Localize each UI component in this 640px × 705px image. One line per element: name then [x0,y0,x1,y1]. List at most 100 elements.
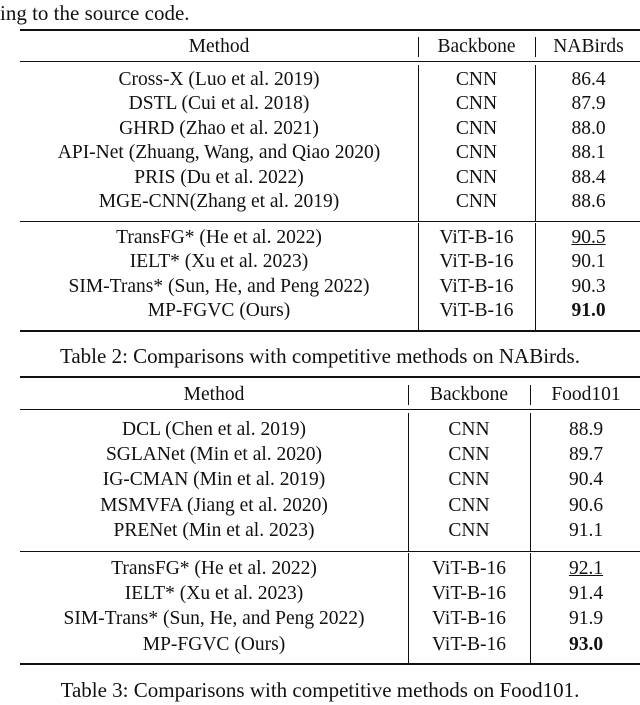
backbone-cell: CNN [455,69,498,90]
table-row: MP-FGVC (Ours) ViT-B-16 93.0 [20,633,640,657]
accuracy-cell: 88.1 [571,142,606,164]
header-row: Method Backbone NABirds [20,35,640,59]
backbone-cell: CNN [448,519,490,541]
method-cell: IELT* (Xu et al. 2023) [129,251,309,273]
accuracy-cell: 91.1 [568,519,604,541]
backbone-cell: Backbone [437,36,516,57]
method-cell: DSTL (Cui et al. 2018) [128,93,310,115]
top-rule [20,376,640,378]
method-cell: TransFG* (He et al. 2022) [116,227,322,248]
method-cell: SGLANet (Min et al. 2020) [105,444,323,466]
table-row: SIM-Trans* (Sun, He, and Peng 2022) ViT-B… [20,275,640,299]
table-row: DSTL (Cui et al. 2018) CNN 87.9 [20,92,640,116]
method-cell: Method [188,36,250,57]
accuracy-cell: 90.1 [571,251,606,273]
accuracy-cell: 90.5 [571,227,606,248]
table-caption: Table 3: Comparisons with competitive me… [60,678,580,702]
accuracy-cell: Food101 [551,384,621,405]
method-cell: DCL (Chen et al. 2019) [122,419,306,440]
column-separator [530,385,531,405]
table-row: IG-CMAN (Min et al. 2019) CNN 90.4 [20,468,640,492]
method-cell: MSMVFA (Jiang et al. 2020) [100,494,328,516]
table-row: SGLANet (Min et al. 2020) CNN 89.7 [20,443,640,467]
backbone-cell: ViT-B-16 [432,633,506,655]
method-cell: IELT* (Xu et al. 2023) [124,583,304,605]
accuracy-cell: 88.6 [571,191,606,212]
column-separator [535,65,536,221]
column-separator [535,37,536,57]
method-cell: MGE-CNN(Zhang et al. 2019) [98,191,340,212]
accuracy-cell: 88.9 [568,419,604,440]
table-row: TransFG* (He et al. 2022) ViT-B-16 90.5 [20,226,640,250]
table-row: MSMVFA (Jiang et al. 2020) CNN 90.6 [20,494,640,518]
table-row: DCL (Chen et al. 2019) CNN 88.9 [20,418,640,442]
bottom-rule [20,330,640,332]
backbone-cell: CNN [448,419,490,440]
accuracy-cell: 92.1 [568,558,604,579]
accuracy-cell: 91.9 [568,608,604,630]
accuracy-cell: 88.0 [571,117,606,139]
backbone-cell: ViT-B-16 [439,300,514,322]
accuracy-cell: 91.0 [571,300,606,322]
column-separator [418,65,419,221]
method-cell: MP-FGVC (Ours) [147,300,291,322]
table-row: MGE-CNN(Zhang et al. 2019) CNN 88.6 [20,190,640,214]
method-cell: API-Net (Zhuang, Wang, and Qiao 2020) [57,142,381,164]
accuracy-cell: NABirds [553,36,624,57]
backbone-cell: CNN [455,93,498,115]
method-cell: SIM-Trans* (Sun, He, and Peng 2022) [68,275,370,297]
accuracy-cell: 90.4 [568,469,604,491]
group-rule [20,221,640,223]
column-separator [418,37,419,57]
method-cell: PRIS (Du et al. 2022) [134,166,304,188]
backbone-cell: CNN [448,469,490,491]
header-rule [20,409,640,411]
accuracy-cell: 86.4 [571,69,606,90]
backbone-cell: ViT-B-16 [432,608,506,630]
method-cell: MP-FGVC (Ours) [142,633,286,655]
backbone-cell: CNN [455,142,498,164]
table-row: SIM-Trans* (Sun, He, and Peng 2022) ViT-B… [20,607,640,631]
backbone-cell: Backbone [430,384,508,405]
top-rule [20,29,640,31]
accuracy-cell: 93.0 [568,633,604,655]
table-row: IELT* (Xu et al. 2023) ViT-B-16 90.1 [20,250,640,274]
backbone-cell: ViT-B-16 [439,227,514,248]
backbone-cell: ViT-B-16 [439,251,514,273]
bottom-rule [20,663,640,665]
table-row: TransFG* (He et al. 2022) ViT-B-16 92.1 [20,557,640,581]
column-separator [530,413,531,551]
column-separator [408,413,409,551]
method-cell: GHRD (Zhao et al. 2021) [119,117,319,139]
column-separator [408,385,409,405]
backbone-cell: CNN [455,117,498,139]
backbone-cell: ViT-B-16 [432,558,506,579]
table-row: IELT* (Xu et al. 2023) ViT-B-16 91.4 [20,582,640,606]
method-cell: Method [183,384,245,405]
method-cell: SIM-Trans* (Sun, He, and Peng 2022) [63,608,365,630]
method-cell: TransFG* (He et al. 2022) [111,558,317,579]
backbone-cell: ViT-B-16 [432,583,506,605]
backbone-cell: CNN [455,191,498,212]
lead-text: ing to the source code. [0,1,190,25]
column-separator [408,553,409,663]
header-rule [20,61,640,63]
table-row: Cross-X (Luo et al. 2019) CNN 86.4 [20,68,640,92]
column-separator [530,553,531,663]
table-row: PRENet (Min et al. 2023) CNN 91.1 [20,519,640,543]
column-separator [535,223,536,330]
backbone-cell: CNN [448,444,490,466]
accuracy-cell: 87.9 [571,93,606,115]
method-cell: IG-CMAN (Min et al. 2019) [102,469,326,491]
accuracy-cell: 89.7 [568,444,604,466]
backbone-cell: CNN [455,166,498,188]
backbone-cell: ViT-B-16 [439,275,514,297]
table-row: MP-FGVC (Ours) ViT-B-16 91.0 [20,299,640,323]
method-cell: PRENet (Min et al. 2023) [113,519,315,541]
table-caption: Table 2: Comparisons with competitive me… [60,344,580,368]
group-rule [20,551,640,553]
method-cell: Cross-X (Luo et al. 2019) [118,69,320,90]
accuracy-cell: 90.6 [568,494,604,516]
accuracy-cell: 91.4 [568,583,604,605]
column-separator [418,223,419,330]
